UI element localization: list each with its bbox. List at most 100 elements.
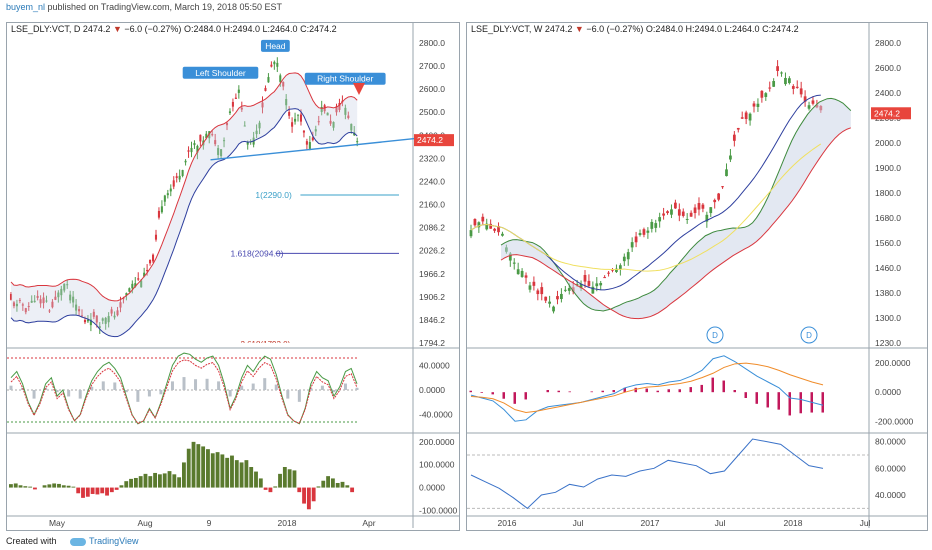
momentum-bar: [263, 487, 268, 490]
candle-body: [524, 275, 528, 278]
weekly-chart-svg[interactable]: 2800.02600.02400.02200.02000.01900.01800…: [467, 23, 927, 530]
candle-body: [732, 134, 736, 141]
price-axis-tick: 1966.2: [419, 269, 445, 279]
candle-body: [234, 97, 237, 99]
time-axis-tick: 2017: [641, 518, 660, 528]
candle-body: [42, 297, 45, 304]
daily-change: −6.0 (−0.27%): [124, 24, 182, 34]
daily-chart-svg[interactable]: 2800.02700.02600.02500.02400.02320.02240…: [7, 23, 459, 530]
oscillator-histogram-bar: [286, 390, 290, 399]
candle-body: [255, 130, 258, 135]
signal-line: [470, 362, 824, 414]
candle-body: [291, 122, 294, 127]
candle-body: [69, 294, 72, 301]
momentum-bar: [76, 487, 81, 494]
footer: Created with TradingView: [0, 532, 932, 550]
candle-body: [693, 207, 697, 214]
candle-body: [57, 292, 60, 298]
candle-body: [169, 188, 172, 192]
momentum-bar: [302, 487, 306, 504]
oscillator-histogram-bar: [240, 385, 244, 390]
macd-histogram-bar: [469, 390, 472, 393]
candle-body: [205, 133, 208, 139]
pattern-label-box: [260, 39, 290, 52]
candle-body: [350, 123, 353, 131]
pattern-label-box: [182, 66, 259, 79]
candle-body: [128, 288, 131, 292]
candle-body: [279, 75, 282, 82]
candle-body: [178, 175, 181, 180]
candle-body: [231, 101, 234, 107]
momentum-bar: [18, 485, 23, 488]
candle-body: [314, 129, 317, 132]
candle-body: [791, 86, 795, 89]
candle-body: [246, 142, 249, 145]
momentum-bar: [13, 483, 18, 488]
candle-body: [66, 284, 69, 286]
candle-body: [149, 259, 152, 264]
candle-body: [288, 112, 291, 116]
price-axis-tick: 2026.2: [419, 246, 445, 256]
tradingview-link[interactable]: TradingView: [70, 534, 139, 548]
candle-body: [18, 299, 21, 301]
lower-band-line: [10, 108, 358, 338]
candle-body: [689, 212, 693, 217]
momentum-axis-tick: -100.0000: [419, 505, 458, 515]
macd-histogram-bar: [491, 392, 494, 395]
macd-histogram-bar: [799, 392, 802, 414]
candle-body: [163, 195, 166, 202]
oscillator-histogram-bar: [194, 379, 198, 390]
momentum-bar: [157, 474, 162, 488]
pattern-label-box: [304, 72, 386, 85]
momentum-bar: [186, 448, 191, 488]
author-link[interactable]: buyem_nl: [6, 2, 46, 12]
candle-body: [717, 193, 721, 200]
oscillator-histogram-bar: [101, 381, 105, 390]
price-axis-tick: 1300.0: [875, 313, 901, 323]
momentum-bar: [201, 446, 206, 488]
candle-body: [713, 199, 717, 203]
oscillator-histogram-bar: [217, 381, 221, 390]
weekly-symbol: LSE_DLY:VCT, W: [471, 24, 543, 34]
candle-body: [110, 309, 113, 314]
candle-body: [240, 107, 243, 110]
candle-body: [225, 122, 229, 126]
ichimoku-cloud: [501, 98, 851, 319]
candle-body: [681, 211, 685, 216]
candle-body: [78, 309, 81, 312]
candle-body: [512, 262, 516, 264]
candle-body: [764, 93, 768, 97]
momentum-bar: [28, 486, 33, 488]
momentum-bar: [33, 487, 37, 490]
price-axis-tick: 1460.0: [875, 263, 901, 273]
momentum-bar: [321, 480, 326, 488]
oscillator-histogram-bar: [297, 390, 301, 402]
moving-average-line: [470, 143, 822, 272]
oscillator-axis-tick: 0.0000: [419, 385, 445, 395]
oscillator-histogram-bar: [78, 390, 82, 399]
candle-body: [788, 78, 791, 84]
macd-histogram-bar: [656, 390, 659, 393]
candle-body: [489, 223, 493, 229]
candle-body: [725, 169, 728, 177]
momentum-bar: [345, 485, 350, 488]
last-price-tag: [414, 134, 454, 147]
momentum-bar: [210, 453, 215, 488]
candle-body: [780, 72, 783, 74]
candle-body: [666, 211, 669, 214]
momentum-bar: [138, 476, 143, 488]
candle-body: [650, 221, 654, 229]
oscillator-histogram-bar: [147, 390, 151, 397]
momentum-bar: [278, 473, 282, 488]
candle-body: [261, 102, 264, 108]
momentum-bar: [153, 472, 158, 488]
candle-body: [125, 293, 128, 296]
candle-body: [740, 117, 744, 119]
momentum-bar: [297, 487, 302, 493]
candle-body: [258, 122, 261, 129]
candle-body: [642, 229, 646, 235]
momentum-bar: [23, 486, 28, 488]
oscillator-histogram-bar: [251, 383, 255, 390]
candle-body: [267, 77, 270, 83]
candle-body: [548, 301, 551, 304]
